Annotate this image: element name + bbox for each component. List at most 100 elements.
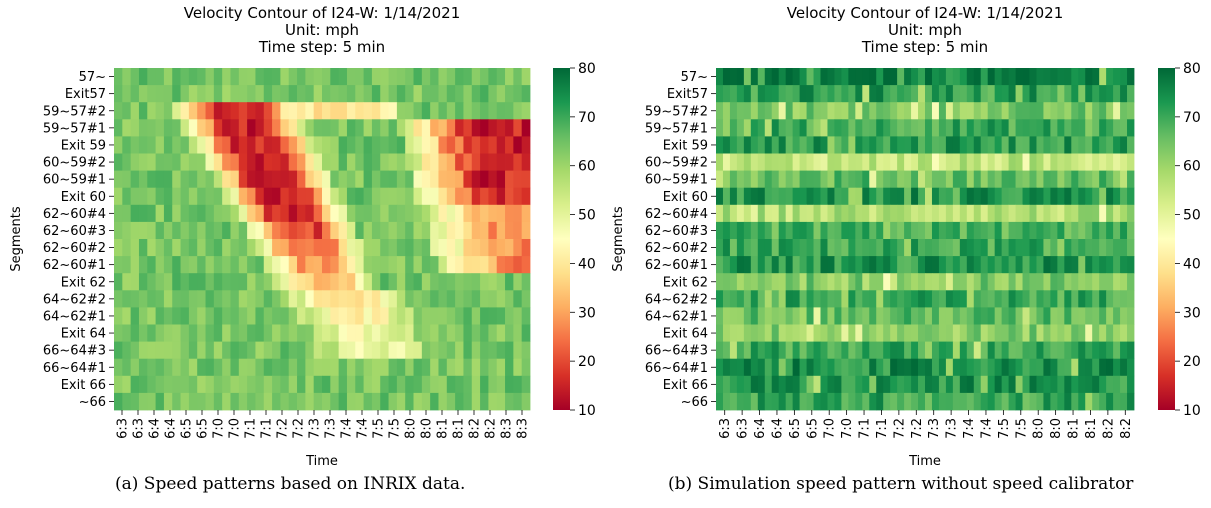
heatmap-cell <box>994 221 1003 240</box>
heatmap-cell <box>799 307 807 325</box>
heatmap-cell <box>313 68 323 86</box>
heatmap-cell <box>346 358 356 377</box>
heatmap-cell <box>1071 392 1079 411</box>
heatmap-cell <box>938 290 947 308</box>
heatmap-cell <box>1029 358 1037 377</box>
heatmap-cell <box>757 324 766 342</box>
heatmap-cell <box>480 204 489 223</box>
heatmap-cell <box>890 307 898 325</box>
heatmap-cell <box>904 68 912 86</box>
x-axis-label: Time <box>908 454 941 469</box>
heatmap-cell <box>488 170 498 189</box>
heatmap-cell <box>346 239 356 257</box>
heatmap-cell <box>114 170 123 189</box>
x-tick-label: 6:5 <box>180 418 195 439</box>
heatmap-cell <box>471 375 481 394</box>
heatmap-cell <box>1071 341 1079 360</box>
heatmap-cell <box>521 102 531 120</box>
heatmap-cell <box>496 68 506 86</box>
heatmap-cell <box>130 256 140 274</box>
heatmap-cell <box>897 341 905 360</box>
heatmap-cell <box>862 187 870 206</box>
heatmap-cell <box>388 119 398 137</box>
heatmap-cell <box>405 187 414 206</box>
heatmap-cell <box>505 239 514 257</box>
heatmap-cell <box>994 290 1003 308</box>
heatmap-cell <box>222 68 231 86</box>
heatmap-cell <box>1001 307 1009 325</box>
heatmap-cell <box>305 136 315 154</box>
heatmap-cell <box>1036 153 1044 171</box>
heatmap-cell <box>238 375 248 394</box>
heatmap-cell <box>855 119 863 137</box>
heatmap-cell <box>1015 153 1023 171</box>
heatmap-cell <box>255 221 265 240</box>
heatmap-cell <box>188 392 198 411</box>
heatmap-cell <box>1036 375 1044 394</box>
heatmap-cell <box>496 239 506 257</box>
heatmap-cell <box>966 324 975 342</box>
heatmap-cell <box>363 68 373 86</box>
heatmap-cell <box>213 187 223 206</box>
heatmap-cell <box>1050 187 1058 206</box>
heatmap-cell <box>405 375 414 394</box>
heatmap-cell <box>771 170 780 189</box>
heatmap-cell <box>322 136 331 154</box>
heatmap-cell <box>1036 187 1044 206</box>
heatmap-cell <box>1001 136 1009 154</box>
heatmap-cell <box>918 170 926 189</box>
heatmap-cell <box>1029 273 1037 291</box>
heatmap-cell <box>463 375 473 394</box>
heatmap-cell <box>421 290 431 308</box>
heatmap-cell <box>446 256 456 274</box>
heatmap-cell <box>973 85 982 103</box>
heatmap-cell <box>496 102 506 120</box>
heatmap-cell <box>471 221 481 240</box>
heatmap-cell <box>945 290 954 308</box>
heatmap-cell <box>197 204 206 223</box>
heatmap-cell <box>272 324 281 342</box>
heatmap-cell <box>1085 187 1093 206</box>
heatmap-cell <box>813 153 821 171</box>
heatmap-cell <box>820 290 828 308</box>
heatmap-cell <box>1043 358 1051 377</box>
heatmap-cell <box>1106 239 1114 257</box>
heatmap-cell <box>338 204 348 223</box>
heatmap-cell <box>155 375 165 394</box>
heatmap-cell <box>188 119 198 137</box>
heatmap-cell <box>446 273 456 291</box>
heatmap-cell <box>130 204 140 223</box>
heatmap-cell <box>488 221 498 240</box>
heatmap-cell <box>172 324 181 342</box>
heatmap-cell <box>471 68 481 86</box>
heatmap-cell <box>834 221 842 240</box>
heatmap-cell <box>346 307 356 325</box>
y-tick-label: Exit57 <box>65 87 106 102</box>
heatmap-cell <box>1001 170 1009 189</box>
heatmap-cell <box>785 324 794 342</box>
heatmap-cell <box>280 290 290 308</box>
heatmap-cell <box>455 102 464 120</box>
heatmap-cell <box>272 392 281 411</box>
heatmap-cell <box>230 221 240 240</box>
heatmap-cell <box>1064 170 1072 189</box>
heatmap-cell <box>890 392 898 411</box>
x-tick-label: 7:0 <box>228 418 243 439</box>
heatmap-cell <box>1120 136 1128 154</box>
heatmap-cell <box>841 324 849 342</box>
heatmap-cell <box>130 375 140 394</box>
heatmap-cell <box>480 102 489 120</box>
heatmap-cell <box>338 273 348 291</box>
heatmap-cell <box>764 239 773 257</box>
heatmap-cell <box>764 341 773 360</box>
heatmap-cell <box>750 358 759 377</box>
heatmap-cell <box>716 221 724 240</box>
heatmap-cell <box>904 375 912 394</box>
y-tick-label: ~66 <box>79 395 106 410</box>
heatmap-cell <box>1092 341 1100 360</box>
heatmap-cell <box>263 85 273 103</box>
heatmap-cell <box>1127 375 1135 394</box>
heatmap-cell <box>987 204 996 223</box>
heatmap-cell <box>280 392 290 411</box>
heatmap-cell <box>363 85 373 103</box>
